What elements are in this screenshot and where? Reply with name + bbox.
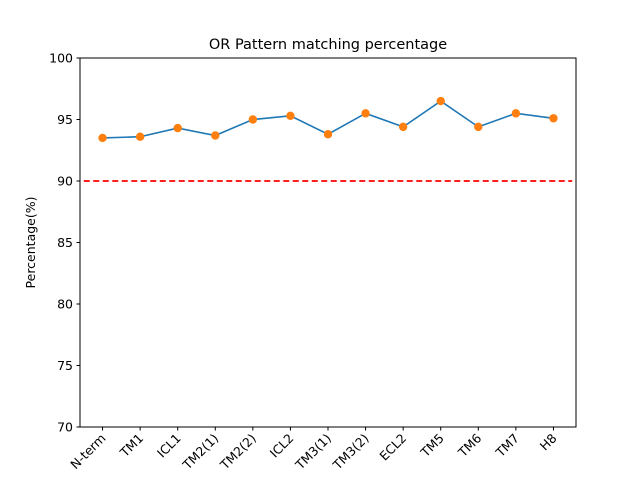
data-point — [323, 130, 333, 139]
y-tick-label: 75 — [57, 358, 73, 373]
data-point — [211, 131, 220, 140]
data-point — [398, 122, 408, 132]
data-point — [361, 109, 370, 118]
data-point — [474, 122, 483, 132]
chart-title: OR Pattern matching percentage — [209, 37, 447, 53]
y-tick-label: 80 — [57, 297, 73, 312]
y-tick-label: 90 — [57, 174, 73, 189]
y-tick-label: 70 — [57, 420, 73, 435]
data-point — [511, 109, 521, 118]
y-tick-label: 85 — [57, 235, 73, 250]
data-point — [436, 96, 445, 106]
data-point — [248, 115, 258, 124]
data-point — [286, 111, 295, 121]
y-tick-label: 100 — [49, 51, 73, 66]
data-point — [135, 132, 145, 141]
y-axis-label: Percentage(%) — [23, 197, 38, 289]
data-point — [98, 133, 107, 143]
y-tick-label: 95 — [57, 112, 73, 127]
data-point — [549, 114, 558, 123]
data-point — [173, 123, 182, 133]
